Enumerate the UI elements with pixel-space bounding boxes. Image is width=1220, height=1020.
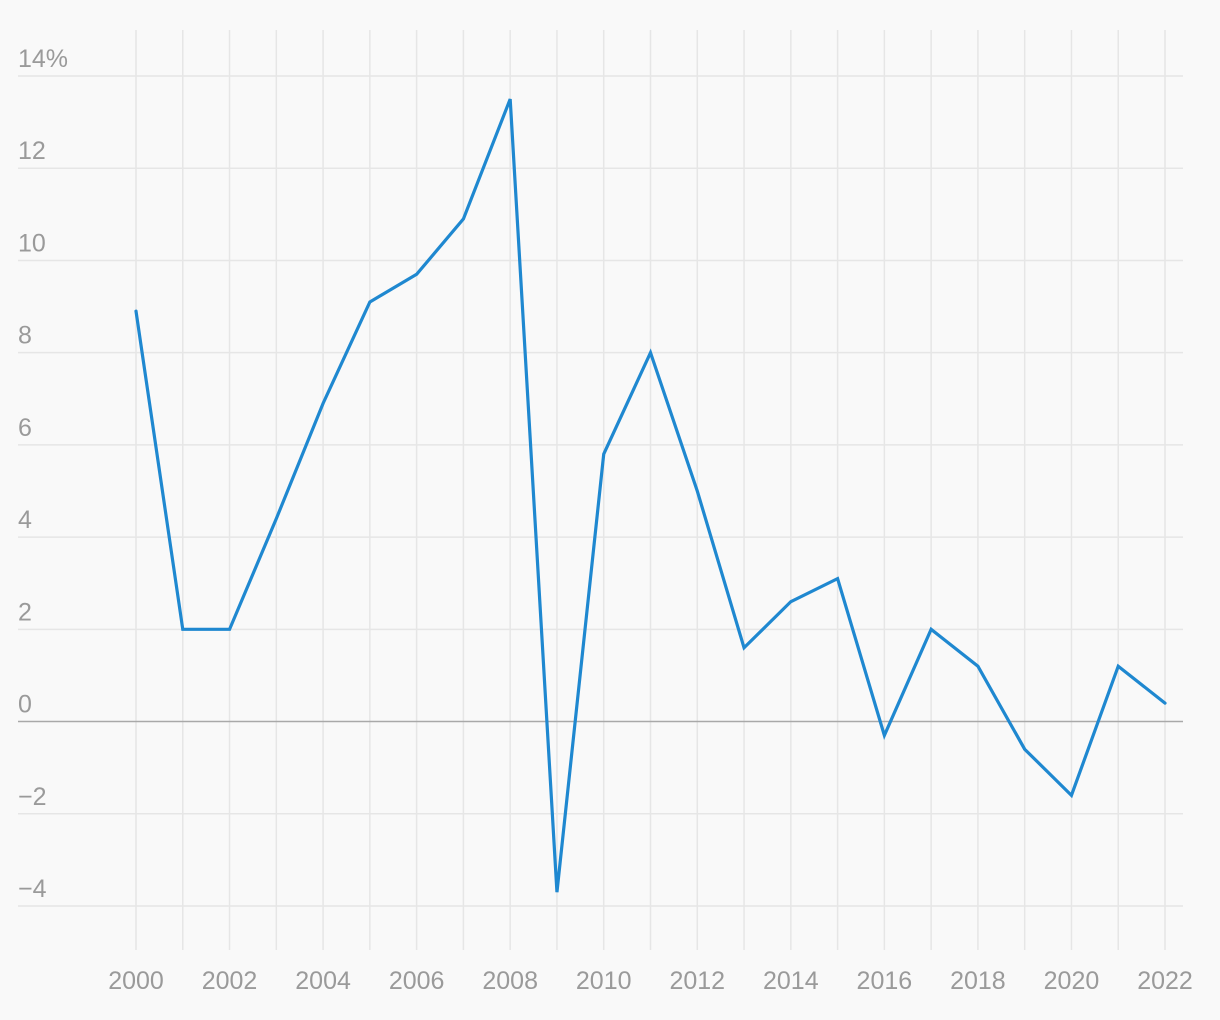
x-tick-label: 2020 bbox=[1044, 967, 1100, 995]
y-tick-label: −2 bbox=[18, 783, 47, 811]
horizontal-gridlines bbox=[18, 75, 1183, 907]
y-tick-label: 10 bbox=[18, 229, 46, 257]
x-tick-label: 2022 bbox=[1137, 967, 1193, 995]
y-tick-label: 2 bbox=[18, 598, 32, 626]
series-lines bbox=[134, 98, 1167, 893]
x-tick-label: 2000 bbox=[108, 967, 164, 995]
y-tick-label: 12 bbox=[18, 137, 46, 165]
x-tick-label: 2004 bbox=[295, 967, 351, 995]
x-axis-tick-labels: 2000 2002 2004 2006 2008 2010 2012 2014 2016 2018… bbox=[108, 967, 1193, 995]
y-tick-label: 8 bbox=[18, 322, 32, 350]
y-tick-label: 6 bbox=[18, 414, 32, 442]
series-line bbox=[134, 98, 1167, 893]
y-tick-label: 0 bbox=[18, 691, 32, 719]
x-tick-label: 2006 bbox=[389, 967, 445, 995]
y-axis-tick-labels: 14% 12 10 8 6 4 2 0 −2 −4 bbox=[18, 45, 68, 903]
x-tick-label: 2010 bbox=[576, 967, 632, 995]
x-tick-label: 2002 bbox=[202, 967, 258, 995]
x-tick-label: 2008 bbox=[482, 967, 538, 995]
y-tick-label: 4 bbox=[18, 506, 32, 534]
y-tick-label: 14% bbox=[18, 45, 68, 73]
x-tick-label: 2016 bbox=[857, 967, 913, 995]
x-tick-label: 2012 bbox=[669, 967, 725, 995]
y-tick-label: −4 bbox=[18, 875, 47, 903]
x-tick-label: 2018 bbox=[950, 967, 1006, 995]
x-tick-label: 2014 bbox=[763, 967, 819, 995]
